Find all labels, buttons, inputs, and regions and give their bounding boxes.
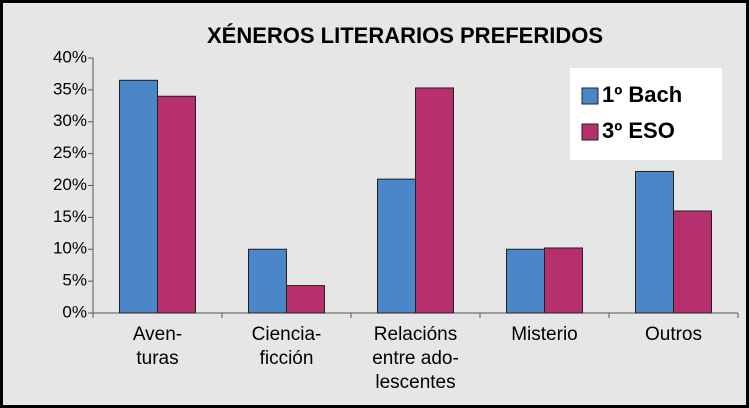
bar [119, 79, 158, 314]
legend-label: 1º Bach [602, 82, 682, 107]
chart-title: XÉNEROS LITERARIOS PREFERIDOS [207, 23, 603, 48]
x-tick-label: Outros [645, 324, 702, 345]
y-tick-label: 30% [53, 111, 87, 130]
bar [286, 285, 325, 314]
x-tick-label: Relacións entre ado-lescentes [372, 324, 459, 393]
legend-box [570, 68, 722, 160]
y-tick-label: 25% [53, 143, 87, 162]
y-tick-label: 35% [53, 79, 87, 98]
y-tick-label: 15% [53, 207, 87, 226]
y-tick-label: 40% [53, 47, 87, 66]
y-tick-label: 10% [53, 239, 87, 258]
legend-label: 3º ESO [602, 118, 675, 143]
legend-swatch [581, 87, 599, 105]
legend-swatch [581, 123, 599, 141]
bar [673, 210, 712, 314]
bar [415, 87, 454, 314]
bar [157, 95, 196, 314]
bar [544, 247, 583, 314]
y-tick-label: 5% [62, 271, 87, 290]
x-tick-label: Misterio [511, 324, 578, 345]
y-tick-label: 20% [53, 175, 87, 194]
bar [635, 170, 674, 314]
bar [506, 248, 545, 314]
bar [248, 248, 287, 314]
y-tick-label: 0% [62, 302, 87, 321]
bar [377, 178, 416, 314]
x-tick-label: Ciencia-ficción [252, 324, 322, 369]
x-tick-label: Aven-turas [133, 324, 182, 369]
